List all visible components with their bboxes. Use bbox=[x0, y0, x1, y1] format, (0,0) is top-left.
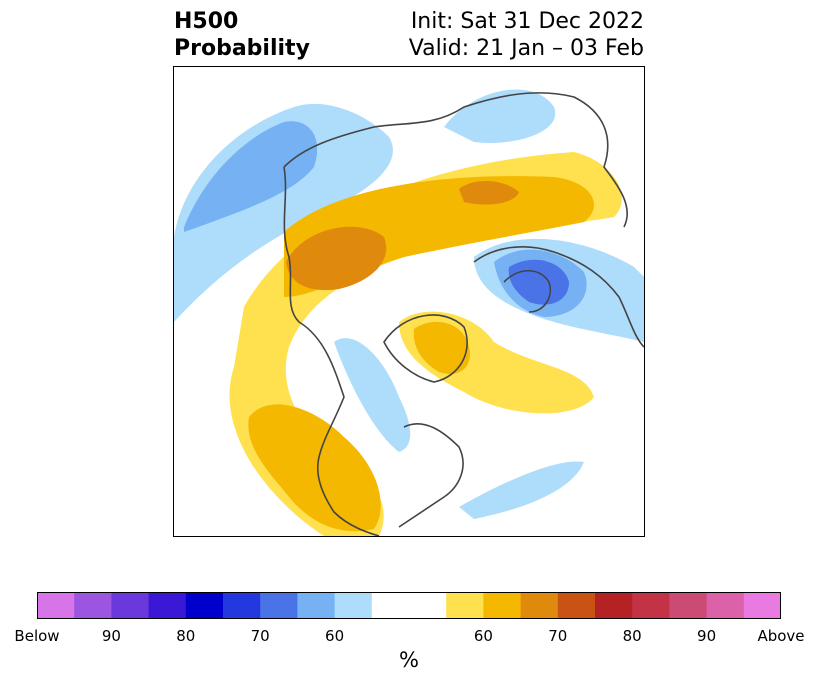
coastline-north-america bbox=[298, 321, 380, 536]
colorbar-tick-label: 70 bbox=[250, 627, 270, 645]
colorbar-tick-label: 70 bbox=[548, 627, 568, 645]
colorbar-segment bbox=[111, 592, 150, 619]
colorbar-segment bbox=[520, 592, 559, 619]
colorbar-segment bbox=[334, 592, 373, 619]
colorbar-segment bbox=[74, 592, 112, 619]
colorbar-border bbox=[37, 592, 781, 619]
title-variable: H500 bbox=[174, 9, 239, 34]
colorbar-tick-label: 90 bbox=[697, 627, 717, 645]
valid-period: Valid: 21 Jan – 03 Feb bbox=[408, 36, 644, 61]
below-region-canada bbox=[334, 338, 411, 452]
coastline-asia-east bbox=[283, 166, 300, 323]
colorbar-segment bbox=[223, 592, 261, 619]
probability-map bbox=[174, 89, 644, 536]
above-region-west-us bbox=[248, 404, 381, 532]
colorbar-unit: % bbox=[399, 648, 419, 672]
above-region-arctic-max bbox=[459, 181, 519, 205]
coastline-asia bbox=[283, 92, 629, 228]
colorbar-tick-label: 60 bbox=[473, 627, 493, 645]
below-region-north-pacific-core bbox=[184, 121, 318, 232]
colorbar-segment bbox=[297, 592, 336, 619]
colorbar-segment bbox=[185, 592, 224, 619]
colorbar-segment bbox=[632, 592, 670, 619]
below-region-atlantic bbox=[459, 461, 584, 519]
colorbar-segment bbox=[483, 592, 522, 619]
colorbar-tick-label: 80 bbox=[622, 627, 642, 645]
above-region-siberia-max bbox=[286, 226, 387, 291]
colorbar-tick-label: Below bbox=[14, 627, 60, 645]
colorbar-svg bbox=[37, 592, 782, 619]
colorbar bbox=[37, 592, 782, 619]
title-probability: Probability bbox=[174, 36, 310, 61]
date-info: Init: Sat 31 Dec 2022 Valid: 21 Jan – 03… bbox=[409, 8, 644, 62]
coastline-greenland bbox=[383, 314, 468, 383]
coastline-scandinavia bbox=[503, 269, 551, 313]
map-panel bbox=[173, 66, 645, 537]
init-date: Init: Sat 31 Dec 2022 bbox=[410, 9, 644, 34]
colorbar-segment bbox=[669, 592, 708, 619]
colorbar-segment bbox=[371, 592, 410, 619]
colorbar-segment bbox=[148, 592, 187, 619]
below-region-north-pacific bbox=[174, 103, 393, 322]
colorbar-tick-label: 80 bbox=[176, 627, 196, 645]
below-region-siberia bbox=[444, 89, 556, 143]
coastline-east-us bbox=[398, 422, 464, 528]
colorbar-segment bbox=[37, 592, 75, 619]
colorbar-segment bbox=[446, 592, 484, 619]
colorbar-segment bbox=[706, 592, 745, 619]
above-region-greenland-core bbox=[413, 321, 470, 375]
colorbar-segment bbox=[595, 592, 633, 619]
coastlines bbox=[283, 92, 644, 536]
colorbar-tick-label: Above bbox=[757, 627, 805, 645]
colorbar-tick-label: 60 bbox=[325, 627, 345, 645]
colorbar-segment bbox=[743, 592, 782, 619]
coastline-europe bbox=[473, 246, 644, 348]
colorbar-tick-label: 90 bbox=[101, 627, 121, 645]
colorbar-segment bbox=[409, 592, 447, 619]
colorbar-segment bbox=[260, 592, 298, 619]
colorbar-segment bbox=[557, 592, 596, 619]
chart-title: H500 Probability bbox=[174, 8, 310, 62]
